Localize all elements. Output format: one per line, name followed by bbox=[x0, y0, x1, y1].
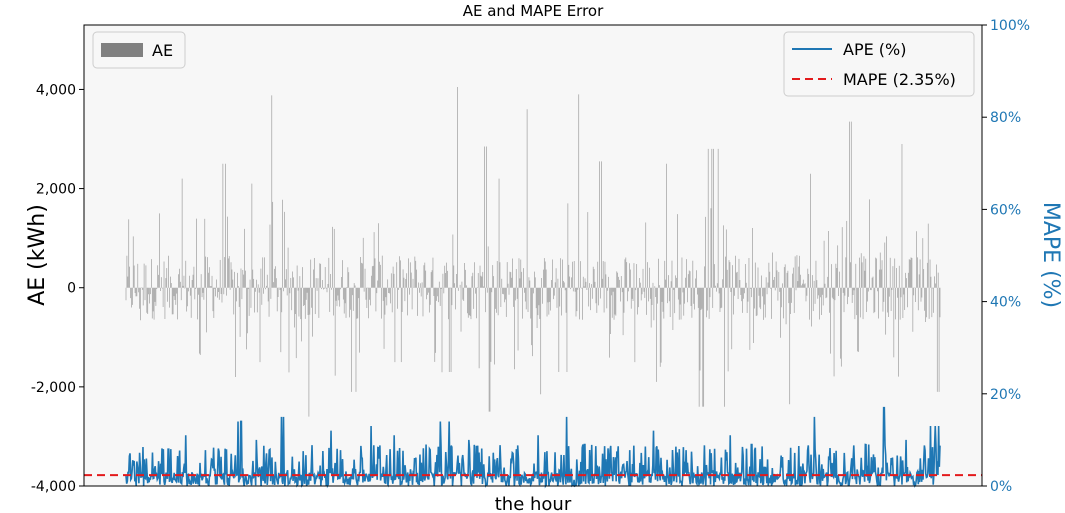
left-axis: -4,000 -2,000 0 2,000 4,000 bbox=[31, 82, 84, 495]
right-tick-label: 60% bbox=[990, 202, 1021, 218]
plot-area bbox=[84, 25, 982, 486]
plot-frame bbox=[83, 24, 983, 487]
left-tick-label: 2,000 bbox=[36, 182, 76, 198]
left-tick-label: -2,000 bbox=[31, 380, 76, 396]
ape-line bbox=[125, 406, 941, 489]
y-axis-label-right: MAPE (%) bbox=[1038, 202, 1063, 308]
ae-bars-group bbox=[125, 86, 941, 417]
ape-line-group bbox=[125, 406, 941, 489]
legend-ae-label: AE bbox=[152, 41, 173, 60]
left-tick-label: 4,000 bbox=[36, 82, 76, 98]
left-tick-label: -4,000 bbox=[31, 479, 76, 495]
legend-right: APE (%) MAPE (2.35%) bbox=[783, 31, 975, 97]
legend-ae-swatch bbox=[101, 43, 143, 57]
x-axis-label: the hour bbox=[495, 494, 572, 513]
legend-left: AE bbox=[92, 31, 186, 69]
right-tick-label: 40% bbox=[990, 295, 1021, 311]
left-tick-label: 0 bbox=[67, 281, 76, 297]
right-tick-label: 100% bbox=[990, 18, 1030, 34]
right-tick-label: 80% bbox=[990, 110, 1021, 126]
right-tick-label: 0% bbox=[990, 479, 1012, 495]
legend-mape-label: MAPE (2.35%) bbox=[843, 70, 956, 89]
right-tick-label: 20% bbox=[990, 387, 1021, 403]
legend-ape-label: APE (%) bbox=[843, 40, 906, 59]
y-axis-label-left: AE (kWh) bbox=[25, 204, 50, 306]
chart-title: AE and MAPE Error bbox=[463, 2, 604, 20]
right-axis: 0% 20% 40% 60% 80% 100% bbox=[982, 18, 1030, 495]
